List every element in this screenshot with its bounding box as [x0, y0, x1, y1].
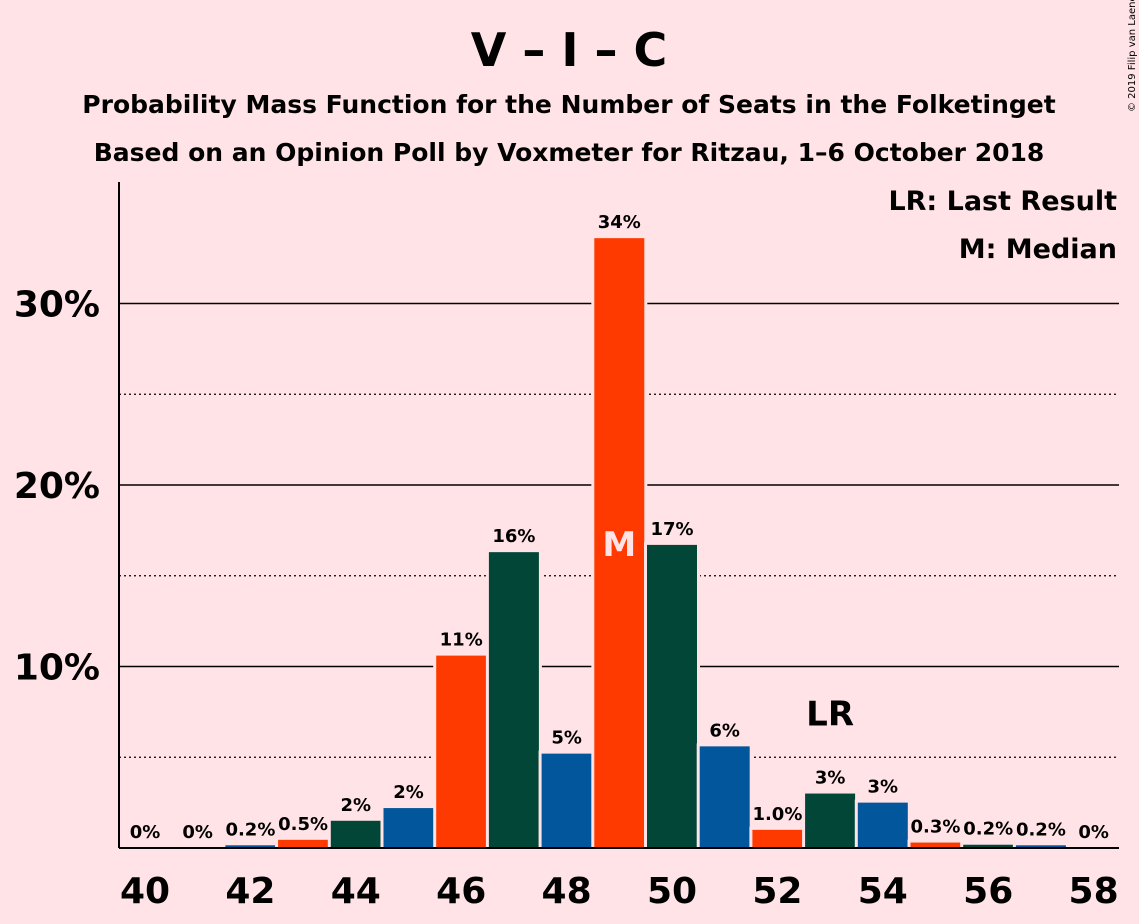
last-result-marker: LR	[806, 695, 854, 735]
bar-gap	[222, 842, 279, 848]
y-tick-label: 20%	[14, 466, 100, 507]
bar-42	[225, 845, 276, 848]
bar-label-53: 3%	[815, 768, 846, 789]
bar-label-44: 2%	[341, 795, 372, 816]
bars-group	[222, 235, 1069, 848]
bar-47	[488, 552, 539, 848]
bar-label-43: 0.5%	[278, 814, 328, 835]
copyright-text: © 2019 Filip van Laenen	[1127, 0, 1138, 112]
bar-55	[910, 842, 961, 848]
chart-subtitle-2: Based on an Opinion Poll by Voxmeter for…	[94, 138, 1045, 167]
x-tick-label: 58	[1069, 871, 1119, 912]
y-tick-label: 10%	[14, 648, 100, 689]
bar-label-45: 2%	[393, 782, 424, 803]
bar-54	[857, 802, 908, 848]
bar-label-42: 0.2%	[225, 819, 275, 840]
x-tick-label: 40	[120, 871, 170, 912]
bar-label-55: 0.3%	[911, 817, 961, 838]
bar-gap	[1012, 842, 1069, 848]
x-tick-label: 44	[331, 871, 381, 912]
bar-label-49: 34%	[598, 212, 641, 233]
y-axis: 10% 20% 30%	[14, 182, 120, 848]
x-tick-label: 52	[752, 871, 802, 912]
bar-46	[436, 655, 487, 848]
x-tick-label: 50	[647, 871, 697, 912]
x-tick-label: 48	[542, 871, 592, 912]
bar-49	[594, 238, 645, 848]
bar-51	[699, 746, 750, 848]
bar-48	[541, 753, 592, 848]
bar-label-46: 11%	[440, 630, 483, 651]
x-tick-label: 56	[963, 871, 1013, 912]
x-tick-label: 42	[225, 871, 275, 912]
bar-label-50: 17%	[650, 519, 693, 540]
bar-label-47: 16%	[492, 526, 535, 547]
bar-label-52: 1.0%	[752, 804, 802, 825]
x-tick-label: 54	[858, 871, 908, 912]
bar-57	[1015, 845, 1066, 848]
median-marker: M	[602, 525, 636, 565]
bar-label-48: 5%	[551, 728, 582, 749]
bar-53	[805, 793, 856, 848]
chart-title: V – I – C	[471, 23, 668, 77]
bar-labels-group: 0% 0% 0.2% 0.5%2%2%11%16%5%34%M 17%6%1.0%3%L…	[128, 210, 1111, 845]
bar-44	[330, 820, 381, 848]
bar-52	[752, 829, 803, 848]
bar-56	[963, 844, 1014, 848]
legend-last-result: LR: Last Result	[888, 186, 1117, 217]
legend-median: M: Median	[959, 234, 1117, 265]
y-tick-label: 30%	[14, 285, 100, 326]
x-tick-label: 46	[436, 871, 486, 912]
bar-label-56: 0.2%	[963, 819, 1013, 840]
bar-label-58: 0%	[1078, 822, 1109, 843]
bar-label-41: 0%	[182, 822, 213, 843]
bar-43	[278, 839, 329, 848]
bar-label-51: 6%	[709, 720, 740, 741]
bar-label-40: 0%	[130, 822, 161, 843]
bar-label-54: 3%	[868, 777, 899, 798]
bar-45	[383, 808, 434, 848]
bar-50	[647, 544, 697, 848]
chart-subtitle-1: Probability Mass Function for the Number…	[82, 90, 1055, 119]
x-axis: 40 42 44 46 48 50 52 54 56 58	[119, 847, 1119, 912]
bar-label-57: 0.2%	[1016, 819, 1066, 840]
